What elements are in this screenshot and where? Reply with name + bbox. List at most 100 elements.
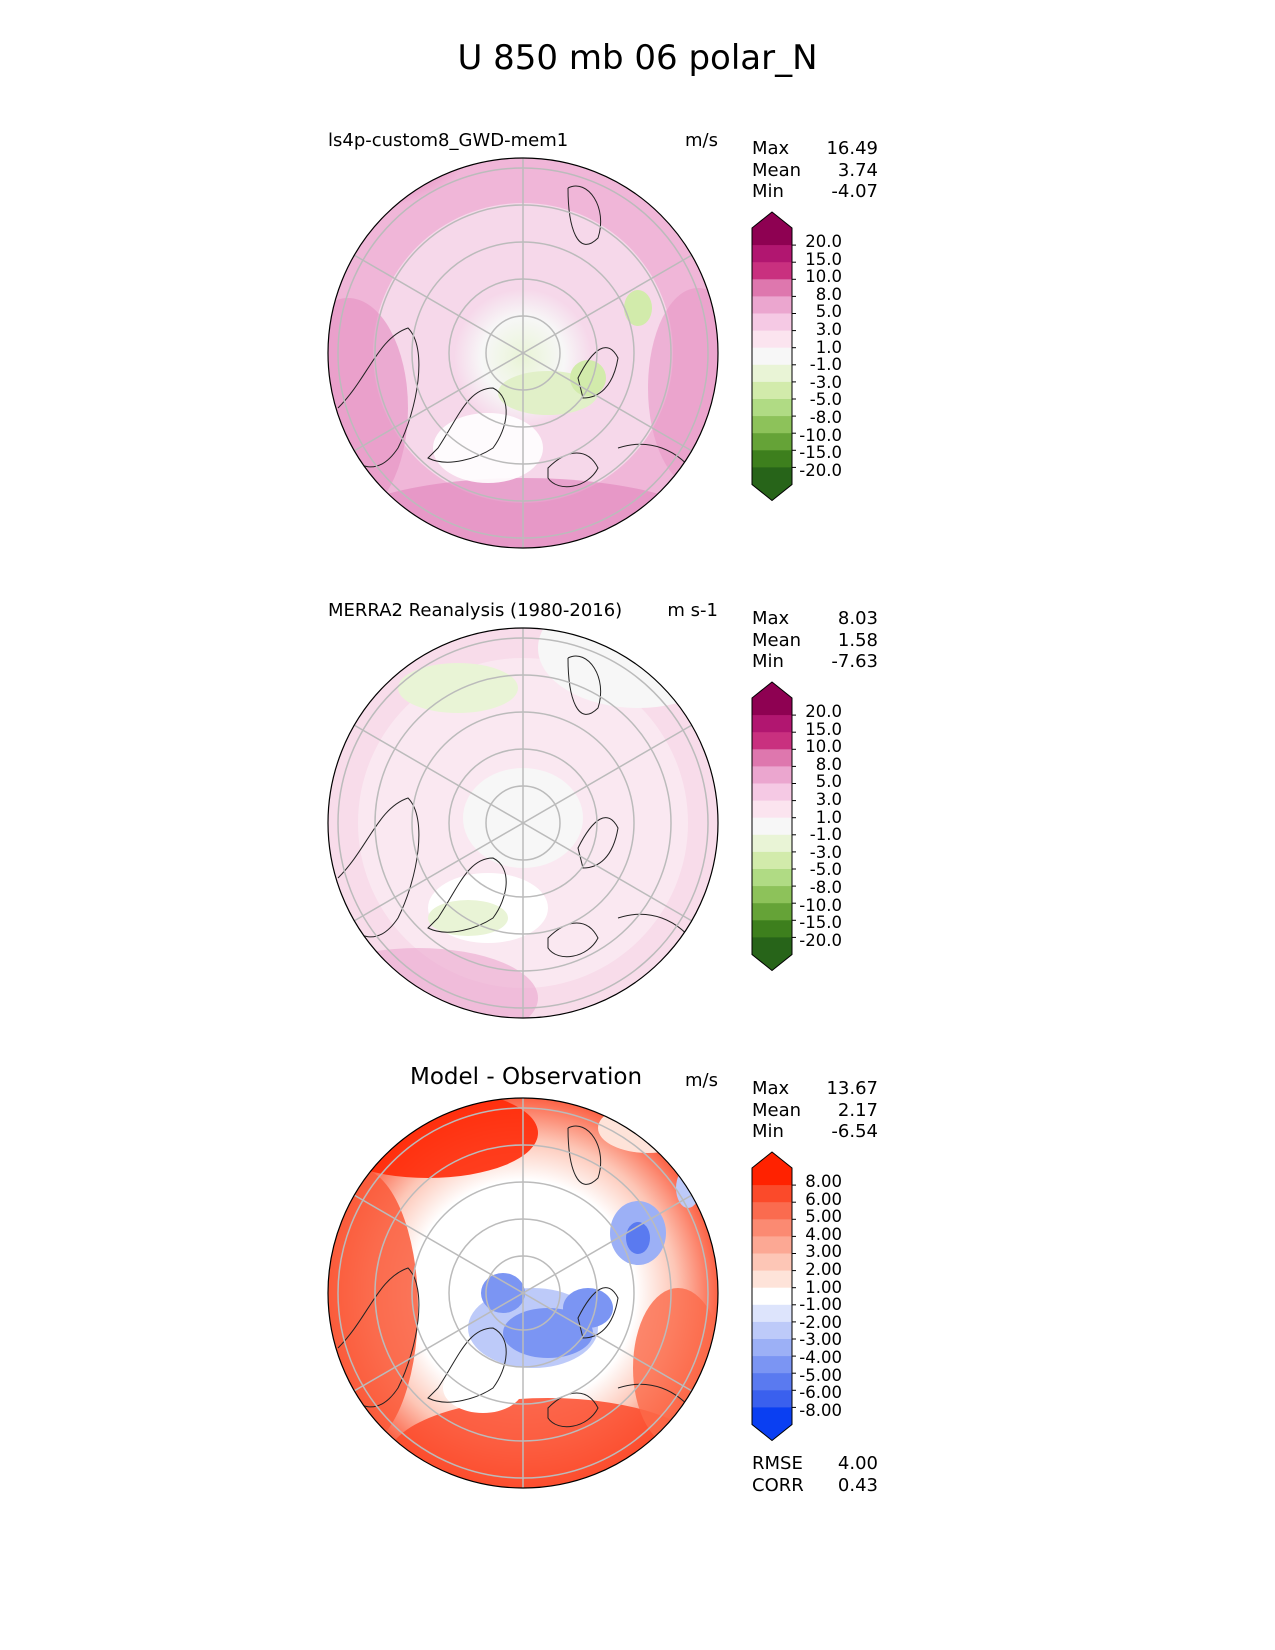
panel2-colorbar-labels: 20.0 15.0 10.0 8.0 5.0 3.0 1.0 -1.0 -3.0… bbox=[790, 703, 842, 949]
stat-max-label: Max bbox=[752, 138, 790, 159]
colorbar-swatch bbox=[752, 245, 792, 263]
colorbar-swatch bbox=[752, 937, 792, 955]
panel1-stats: Max 16.49 Mean 3.74 Min -4.07 bbox=[752, 138, 878, 203]
panel1-units: m/s bbox=[685, 130, 718, 151]
colorbar-outline bbox=[751, 1151, 793, 1442]
stat-max-label: Max bbox=[752, 608, 790, 629]
cb-label: -8.00 bbox=[799, 1400, 842, 1420]
cb-label: -5.0 bbox=[809, 860, 842, 880]
colorbar-swatch bbox=[752, 313, 792, 332]
cb-label: -3.00 bbox=[799, 1330, 842, 1350]
colorbar-swatch bbox=[752, 467, 792, 485]
colorbar-swatch bbox=[752, 1236, 792, 1254]
stat-mean-label: Mean bbox=[752, 629, 802, 651]
cb-label: 15.0 bbox=[805, 249, 842, 269]
colorbar-swatch bbox=[752, 262, 792, 280]
colorbar-extend-top bbox=[752, 1152, 792, 1168]
colorbar-swatch bbox=[752, 1373, 792, 1391]
cb-label: 10.0 bbox=[805, 737, 842, 757]
colorbar-swatch bbox=[752, 783, 792, 802]
cb-label: -5.0 bbox=[809, 390, 842, 410]
colorbar-swatches bbox=[751, 211, 796, 502]
stat-max-value: 16.49 bbox=[826, 138, 878, 159]
colorbar-swatch bbox=[752, 364, 792, 383]
colorbar-swatches bbox=[751, 1151, 796, 1442]
cb-label: 2.00 bbox=[805, 1259, 842, 1279]
colorbar-swatches bbox=[751, 681, 796, 972]
cb-label: 3.0 bbox=[815, 789, 842, 809]
cb-label: -4.00 bbox=[799, 1347, 842, 1367]
colorbar-swatch bbox=[752, 1168, 792, 1186]
colorbar-extend-top bbox=[752, 682, 792, 698]
colorbar-swatch bbox=[752, 1185, 792, 1203]
cb-label: 1.0 bbox=[815, 337, 842, 357]
colorbar-swatch bbox=[752, 1356, 792, 1374]
stat-max-label: Max bbox=[752, 1078, 790, 1099]
cb-label: 4.00 bbox=[805, 1224, 842, 1244]
cb-label: 20.0 bbox=[805, 232, 842, 251]
panel1-graticule bbox=[337, 158, 709, 548]
colorbar-swatch bbox=[752, 851, 792, 870]
colorbar-swatch bbox=[752, 381, 792, 400]
figure-title: U 850 mb 06 polar_N bbox=[457, 38, 818, 78]
stat-min-label: Min bbox=[752, 1121, 784, 1142]
stat-mean-label: Mean bbox=[752, 1099, 802, 1121]
colorbar-swatch bbox=[752, 834, 792, 853]
colorbar-swatch bbox=[752, 296, 792, 314]
colorbar-swatch bbox=[752, 228, 792, 246]
panel3-units: m/s bbox=[685, 1070, 718, 1091]
stat-mean-value: 2.17 bbox=[837, 1099, 878, 1121]
stat-min-value: -6.54 bbox=[831, 1121, 878, 1142]
colorbar-swatch bbox=[752, 920, 792, 938]
panel3-title: Model - Observation bbox=[330, 1064, 720, 1090]
colorbar-extend-bottom bbox=[752, 1424, 792, 1441]
colorbar-swatch bbox=[752, 450, 792, 468]
cb-label: -10.0 bbox=[799, 895, 842, 915]
stat-max-value: 8.03 bbox=[837, 608, 878, 629]
colorbar-swatch bbox=[752, 1253, 792, 1272]
panel1-title: ls4p-custom8_GWD-mem1 bbox=[328, 130, 569, 151]
cb-label: -1.00 bbox=[799, 1295, 842, 1315]
colorbar-swatch bbox=[752, 433, 792, 451]
colorbar-outline bbox=[751, 211, 793, 502]
colorbar-swatch bbox=[752, 903, 792, 921]
cb-label: 8.00 bbox=[805, 1172, 842, 1191]
colorbar-swatch bbox=[752, 1304, 792, 1323]
cb-label: 1.00 bbox=[805, 1277, 842, 1297]
panel2-colorbar bbox=[751, 681, 796, 972]
stat-min-value: -7.63 bbox=[831, 651, 878, 672]
rmse-label: RMSE bbox=[752, 1453, 803, 1474]
colorbar-swatch bbox=[752, 1321, 792, 1340]
colorbar-swatch bbox=[752, 817, 792, 836]
panel1-map bbox=[327, 157, 719, 549]
colorbar-swatch bbox=[752, 1202, 792, 1220]
cb-label: -3.0 bbox=[809, 842, 842, 862]
cb-label: -1.0 bbox=[809, 355, 842, 375]
cb-label: 5.0 bbox=[815, 302, 842, 322]
stat-min-value: -4.07 bbox=[831, 181, 878, 202]
stat-mean-label: Mean bbox=[752, 159, 802, 181]
panel1-coastlines bbox=[337, 185, 699, 488]
stat-mean-value: 3.74 bbox=[837, 159, 878, 181]
stat-mean-value: 1.58 bbox=[837, 629, 878, 651]
colorbar-swatch bbox=[752, 347, 792, 366]
rmse-value: 4.00 bbox=[837, 1453, 878, 1474]
cb-label: -15.0 bbox=[799, 443, 842, 463]
colorbar-extend-bottom bbox=[752, 484, 792, 501]
corr-value: 0.43 bbox=[837, 1474, 878, 1496]
stat-max-value: 13.67 bbox=[826, 1078, 878, 1099]
cb-label: -3.0 bbox=[809, 372, 842, 392]
colorbar-swatch bbox=[752, 1219, 792, 1237]
cb-label: 15.0 bbox=[805, 719, 842, 739]
cb-label: 5.0 bbox=[815, 772, 842, 792]
cb-label: -1.0 bbox=[809, 825, 842, 845]
panel2-stats: Max 8.03 Mean 1.58 Min -7.63 bbox=[752, 608, 878, 673]
colorbar-swatch bbox=[752, 416, 792, 434]
colorbar-swatch bbox=[752, 749, 792, 767]
cb-label: 6.00 bbox=[805, 1189, 842, 1209]
panel3-stats: Max 13.67 Mean 2.17 Min -6.54 bbox=[752, 1078, 878, 1143]
colorbar-swatch bbox=[752, 1339, 792, 1357]
colorbar-swatch bbox=[752, 766, 792, 784]
stat-min-label: Min bbox=[752, 181, 784, 202]
colorbar-swatch bbox=[752, 886, 792, 904]
